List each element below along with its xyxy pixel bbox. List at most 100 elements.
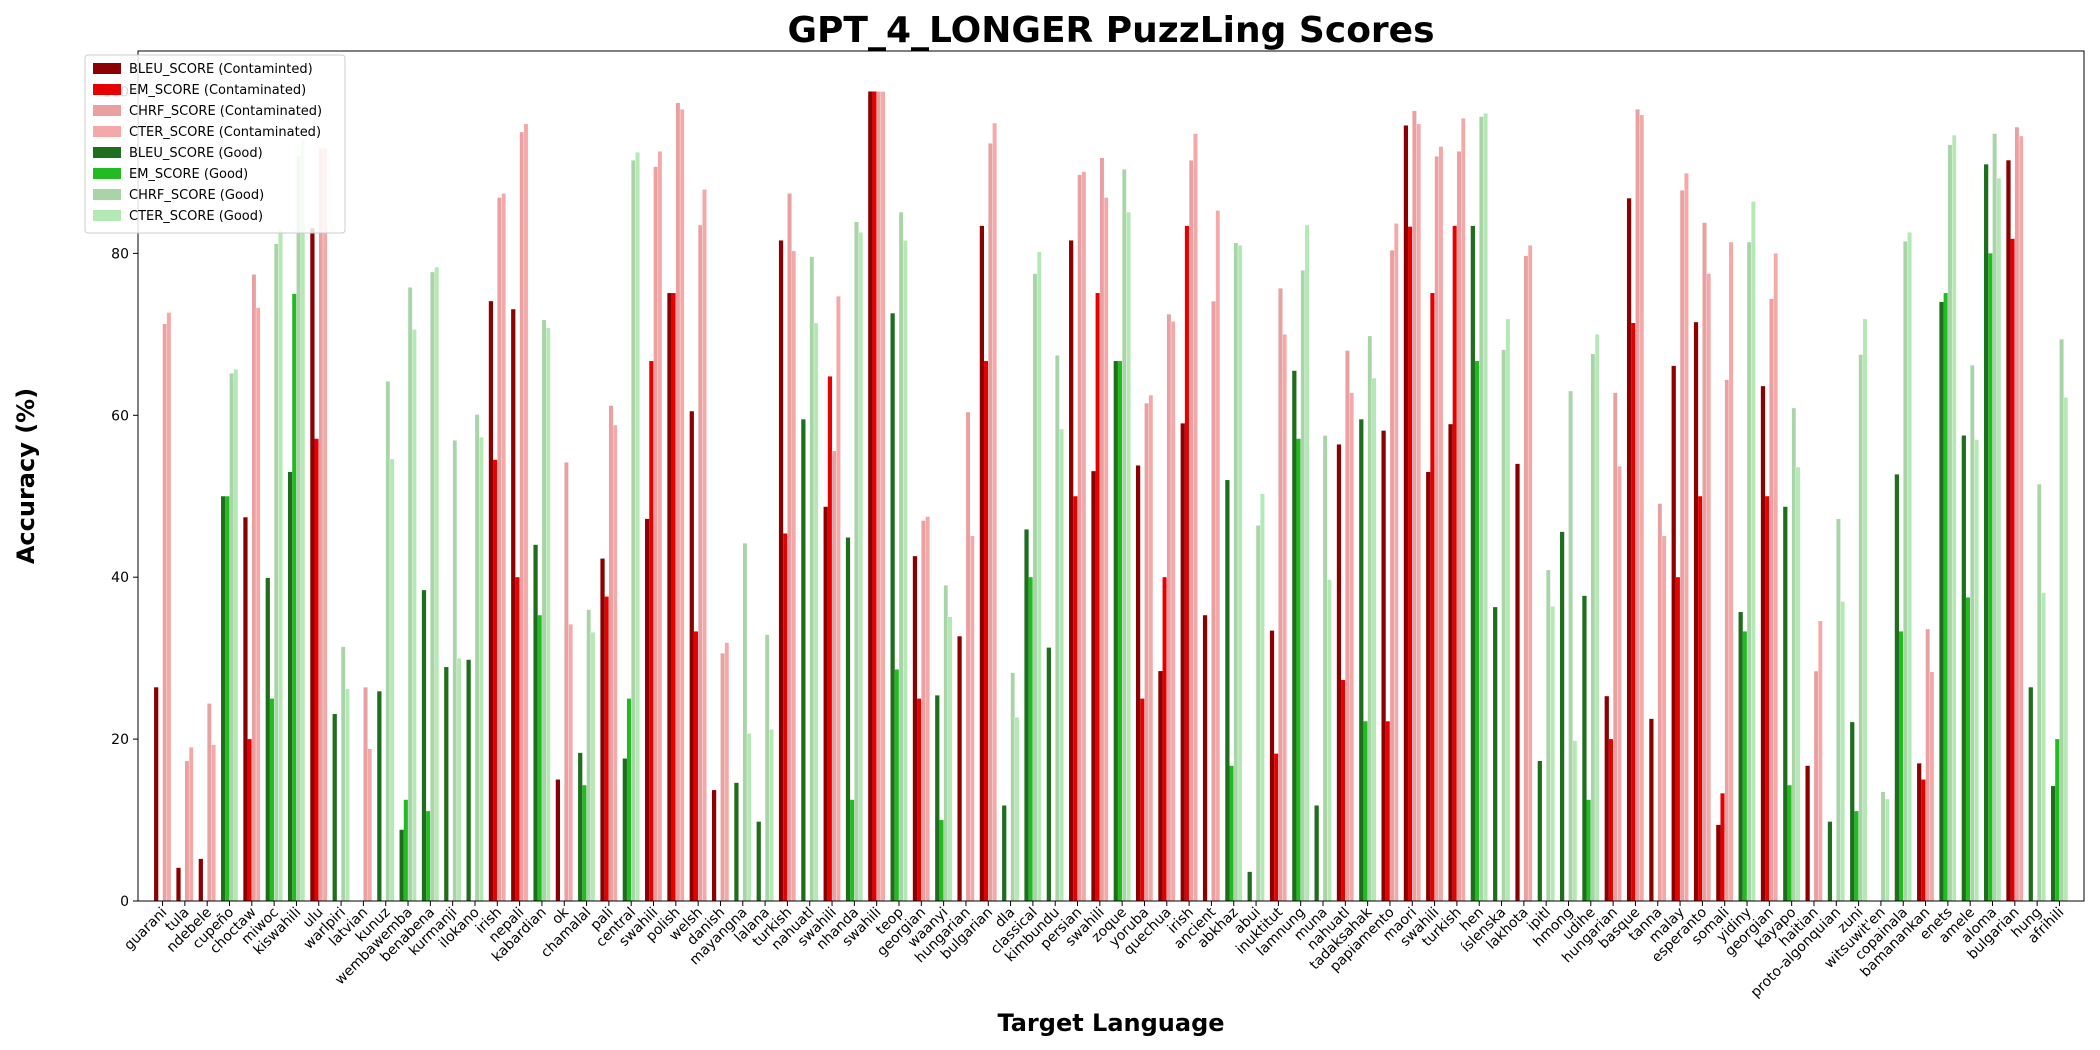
bar-13-cter_good	[456, 657, 462, 902]
bar-16-chrf_contaminated	[519, 131, 524, 902]
bar-40-bleu_good	[1046, 647, 1051, 901]
bar-6-bleu_good	[287, 471, 293, 901]
bar-83-cter_contaminated	[2018, 135, 2024, 902]
bar-12-em_good	[426, 811, 431, 901]
bar-41-bleu_contaminated	[1069, 240, 1074, 901]
bar-20-chrf_contaminated	[608, 405, 614, 902]
bar-11-em_good	[403, 799, 409, 901]
legend-swatch-bleu_good	[93, 147, 121, 158]
bar-45-em_contaminated	[1162, 577, 1167, 901]
bar-19-bleu_good	[578, 752, 583, 901]
bar-51-bleu_good	[1292, 370, 1297, 901]
bar-84-cter_good	[2041, 592, 2046, 902]
legend-swatch-bleu_contaminated	[93, 63, 121, 74]
bar-71-bleu_good	[1738, 612, 1743, 901]
bar-6-cter_good	[300, 139, 306, 902]
bar-4-em_contaminated	[247, 739, 252, 901]
bar-85-em_good	[2055, 739, 2060, 901]
bar-6-chrf_good	[296, 156, 301, 902]
bar-32-chrf_contaminated	[876, 91, 882, 902]
bar-71-chrf_good	[1746, 241, 1752, 902]
bars-layer	[154, 91, 2069, 902]
bar-47-bleu_contaminated	[1202, 615, 1208, 901]
bar-62-cter_good	[1550, 606, 1555, 902]
y-tick-label: 0	[120, 894, 129, 910]
bar-75-chrf_good	[1836, 518, 1841, 902]
bar-30-cter_contaminated	[836, 296, 841, 902]
bar-66-em_contaminated	[1631, 323, 1636, 901]
bar-73-cter_good	[1795, 466, 1801, 902]
bar-41-em_contaminated	[1073, 496, 1078, 901]
bar-58-cter_contaminated	[1461, 118, 1466, 902]
bar-84-chrf_good	[2036, 483, 2042, 902]
bar-59-bleu_good	[1470, 225, 1475, 902]
bar-23-em_contaminated	[671, 293, 676, 901]
legend-label-chrf_contaminated: CHRF_SCORE (Contaminated)	[129, 104, 322, 119]
bar-53-cter_contaminated	[1349, 392, 1354, 902]
bar-69-cter_contaminated	[1706, 273, 1712, 902]
bar-57-cter_contaminated	[1438, 146, 1444, 902]
bar-81-chrf_good	[1970, 364, 1975, 902]
bar-25-bleu_contaminated	[711, 790, 717, 901]
bar-66-chrf_contaminated	[1635, 109, 1640, 902]
bar-39-cter_good	[1036, 251, 1042, 902]
bar-27-bleu_good	[756, 821, 761, 901]
bar-74-cter_contaminated	[1818, 620, 1823, 902]
bar-37-bleu_contaminated	[979, 225, 985, 902]
bar-18-bleu_contaminated	[555, 779, 561, 901]
bar-75-bleu_good	[1827, 821, 1833, 901]
bar-74-bleu_contaminated	[1805, 765, 1810, 901]
bar-28-bleu_contaminated	[778, 240, 784, 901]
bar-36-cter_contaminated	[970, 535, 975, 902]
bar-16-em_contaminated	[515, 577, 520, 901]
bar-24-em_contaminated	[693, 631, 699, 901]
bar-56-bleu_contaminated	[1403, 125, 1409, 902]
bar-72-em_contaminated	[1765, 496, 1770, 901]
bar-19-em_good	[582, 785, 587, 901]
legend-swatch-em_good	[93, 168, 121, 179]
bar-21-bleu_good	[622, 758, 627, 901]
bar-43-bleu_good	[1113, 361, 1118, 901]
bar-0-cter_contaminated	[166, 312, 172, 902]
bar-0-chrf_contaminated	[162, 323, 167, 902]
bar-7-chrf_contaminated	[318, 147, 324, 902]
bar-78-bleu_good	[1894, 474, 1899, 901]
bar-7-cter_contaminated	[322, 147, 328, 902]
bar-53-em_contaminated	[1341, 680, 1346, 901]
bar-76-cter_good	[1862, 318, 1868, 902]
bar-20-em_contaminated	[604, 596, 609, 901]
bar-38-cter_good	[1014, 717, 1020, 902]
bar-3-chrf_good	[229, 373, 234, 902]
bar-13-chrf_good	[452, 440, 458, 902]
bar-55-em_contaminated	[1385, 721, 1390, 901]
bar-15-bleu_contaminated	[488, 301, 494, 901]
bar-68-bleu_contaminated	[1671, 365, 1676, 901]
bar-70-chrf_contaminated	[1724, 379, 1730, 902]
bar-15-cter_contaminated	[501, 193, 506, 902]
bar-79-em_contaminated	[1921, 779, 1926, 901]
bar-70-cter_contaminated	[1728, 241, 1734, 902]
bar-50-em_contaminated	[1274, 753, 1279, 901]
bar-12-cter_good	[434, 266, 439, 902]
y-tick-label: 60	[111, 408, 129, 424]
bar-32-bleu_contaminated	[868, 91, 873, 902]
legend-label-em_contaminated: EM_SCORE (Contaminated)	[129, 83, 306, 98]
bar-67-chrf_contaminated	[1657, 503, 1663, 902]
legend-label-cter_contaminated: CTER_SCORE (Contaminated)	[129, 125, 321, 140]
bar-55-bleu_contaminated	[1381, 430, 1386, 901]
bar-80-em_good	[1943, 293, 1948, 901]
bar-70-bleu_contaminated	[1716, 824, 1721, 901]
bar-18-cter_contaminated	[568, 623, 573, 902]
bar-2-chrf_contaminated	[207, 703, 212, 902]
bar-35-chrf_good	[943, 585, 949, 902]
bar-0-bleu_contaminated	[154, 687, 159, 901]
bar-58-em_contaminated	[1452, 225, 1457, 902]
bar-48-em_good	[1229, 765, 1234, 901]
bar-31-bleu_good	[845, 537, 851, 901]
bar-23-cter_contaminated	[679, 109, 685, 902]
bar-32-cter_contaminated	[880, 91, 886, 902]
bar-5-cter_good	[278, 228, 283, 902]
bar-78-cter_good	[1907, 232, 1912, 902]
bar-59-chrf_good	[1479, 116, 1484, 902]
